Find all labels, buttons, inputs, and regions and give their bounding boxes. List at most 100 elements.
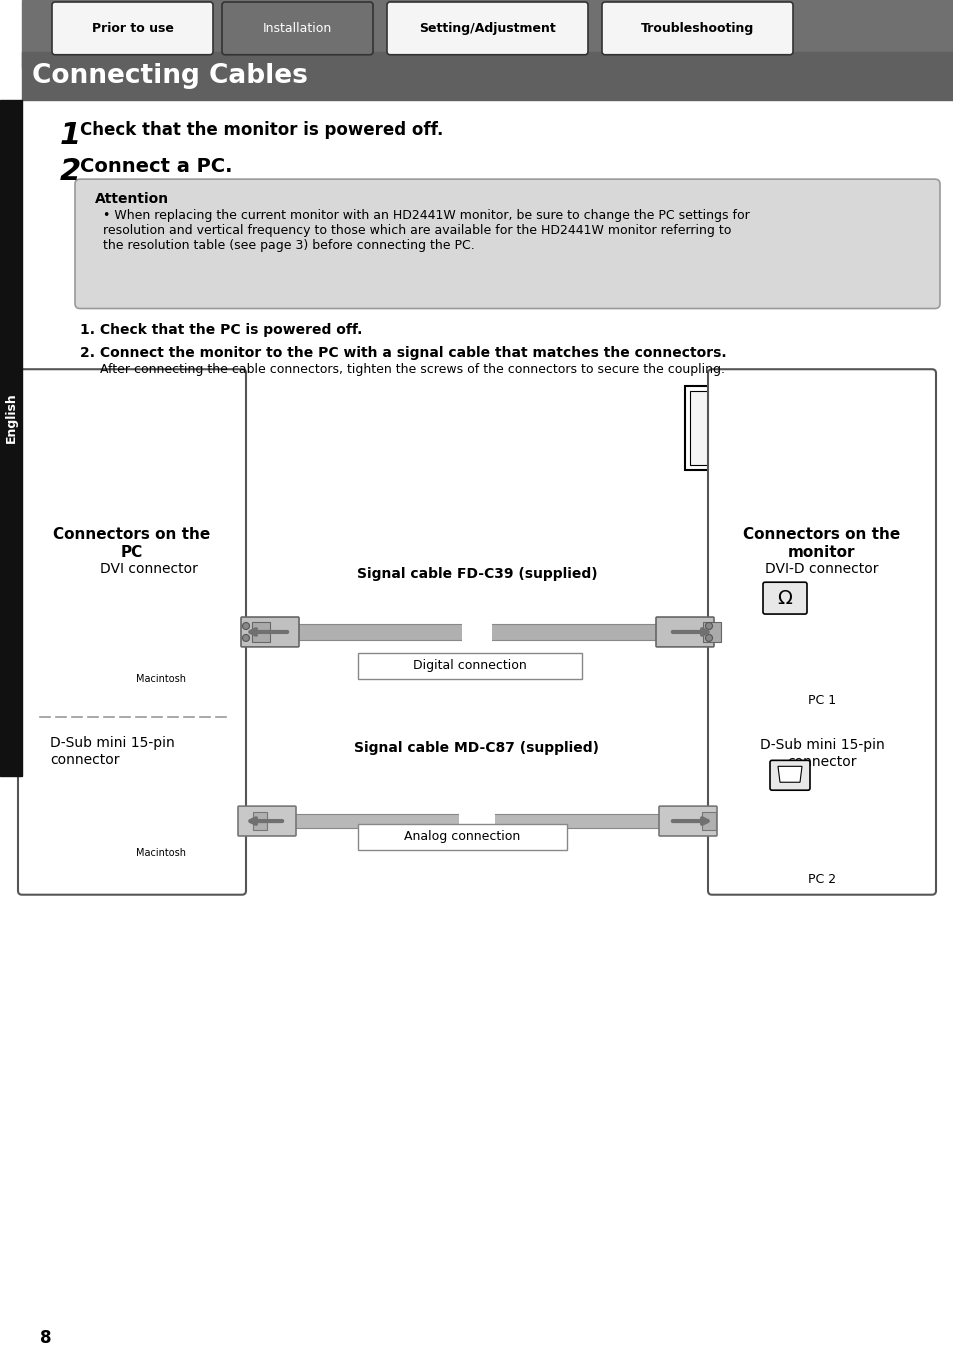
Bar (772, 639, 781, 649)
Bar (98, 616, 104, 620)
Bar (787, 634, 793, 639)
Circle shape (110, 802, 114, 807)
Text: Digital connection: Digital connection (413, 659, 526, 672)
Bar (125, 671, 196, 687)
FancyBboxPatch shape (769, 760, 809, 790)
Circle shape (835, 829, 840, 833)
Text: Analog connection: Analog connection (403, 830, 519, 844)
Text: English: English (5, 393, 17, 443)
Circle shape (177, 622, 187, 632)
FancyBboxPatch shape (656, 617, 713, 647)
Circle shape (835, 841, 840, 845)
FancyBboxPatch shape (63, 787, 177, 845)
Circle shape (126, 826, 131, 830)
Text: Attention: Attention (95, 192, 169, 207)
Bar (152, 630, 158, 634)
Bar (285, 814, 669, 828)
Bar (841, 634, 847, 639)
Bar (832, 651, 838, 655)
Text: After connecting the cable connectors, tighten the screws of the connectors to s: After connecting the cable connectors, t… (100, 363, 724, 377)
Text: 2: 2 (60, 157, 81, 186)
Bar (125, 616, 131, 620)
Text: Prior to use: Prior to use (91, 23, 173, 35)
Text: Connect a PC.: Connect a PC. (80, 157, 233, 177)
FancyBboxPatch shape (764, 802, 878, 860)
Text: Macintosh: Macintosh (136, 848, 186, 857)
Text: PC 2: PC 2 (807, 873, 835, 886)
Bar (143, 616, 149, 620)
Bar (814, 651, 821, 655)
Bar (108, 437, 172, 448)
Circle shape (802, 829, 807, 833)
Circle shape (802, 817, 807, 822)
Circle shape (242, 622, 250, 629)
Bar (787, 651, 793, 655)
Bar (89, 630, 95, 634)
Bar (805, 651, 811, 655)
Text: Installation: Installation (263, 23, 332, 35)
Bar (133, 630, 140, 634)
Bar (108, 386, 172, 398)
Text: DVI connector: DVI connector (100, 563, 197, 576)
Bar (116, 616, 122, 620)
Text: Windows: Windows (61, 848, 111, 857)
Bar (116, 630, 122, 634)
Bar (89, 616, 95, 620)
Bar (841, 651, 847, 655)
Bar (714, 490, 764, 500)
Bar (796, 634, 802, 639)
Text: Windows: Windows (61, 674, 111, 683)
FancyBboxPatch shape (75, 595, 189, 659)
Circle shape (811, 841, 816, 845)
Bar (152, 616, 158, 620)
FancyBboxPatch shape (237, 806, 295, 836)
Bar (83, 620, 91, 629)
Bar (98, 630, 104, 634)
Text: Signal cable FD-C39 (supplied): Signal cable FD-C39 (supplied) (356, 567, 597, 582)
Circle shape (133, 802, 138, 807)
FancyBboxPatch shape (222, 1, 373, 55)
Bar (823, 634, 829, 639)
Text: Setting/Adjustment: Setting/Adjustment (418, 23, 556, 35)
FancyBboxPatch shape (762, 582, 806, 614)
Bar (108, 404, 172, 413)
Bar (252, 622, 270, 641)
Circle shape (865, 826, 875, 836)
Circle shape (101, 814, 107, 818)
Circle shape (766, 641, 776, 652)
FancyBboxPatch shape (357, 824, 566, 850)
Circle shape (110, 814, 114, 818)
Bar (702, 622, 720, 641)
Bar (814, 634, 821, 639)
Bar (22, 0, 953, 68)
Bar (55, 845, 117, 861)
Circle shape (137, 414, 152, 431)
Circle shape (826, 841, 832, 845)
Text: D-Sub mini 15-pin
connector: D-Sub mini 15-pin connector (759, 738, 883, 768)
Circle shape (242, 634, 250, 641)
Text: • When replacing the current monitor with an HD2441W monitor, be sure to change : • When replacing the current monitor wit… (103, 209, 749, 252)
FancyBboxPatch shape (75, 180, 939, 309)
Circle shape (133, 826, 138, 830)
Text: Ω: Ω (777, 589, 792, 608)
Text: Connectors on the
monitor: Connectors on the monitor (742, 528, 900, 560)
Text: 1. Check that the PC is powered off.: 1. Check that the PC is powered off. (80, 324, 362, 338)
Bar (823, 651, 829, 655)
Bar (55, 671, 117, 687)
Text: Macintosh: Macintosh (136, 674, 186, 683)
FancyBboxPatch shape (18, 370, 246, 895)
Bar (731, 470, 747, 495)
Bar (108, 467, 172, 478)
Circle shape (767, 826, 778, 836)
Text: Connecting Cables: Connecting Cables (32, 62, 308, 89)
Circle shape (133, 814, 138, 818)
Circle shape (110, 826, 114, 830)
Circle shape (705, 634, 712, 641)
Bar (779, 651, 784, 655)
Circle shape (705, 622, 712, 629)
FancyBboxPatch shape (357, 653, 581, 679)
Bar (253, 813, 267, 830)
Bar (832, 634, 838, 639)
Circle shape (110, 423, 119, 433)
Bar (107, 630, 112, 634)
